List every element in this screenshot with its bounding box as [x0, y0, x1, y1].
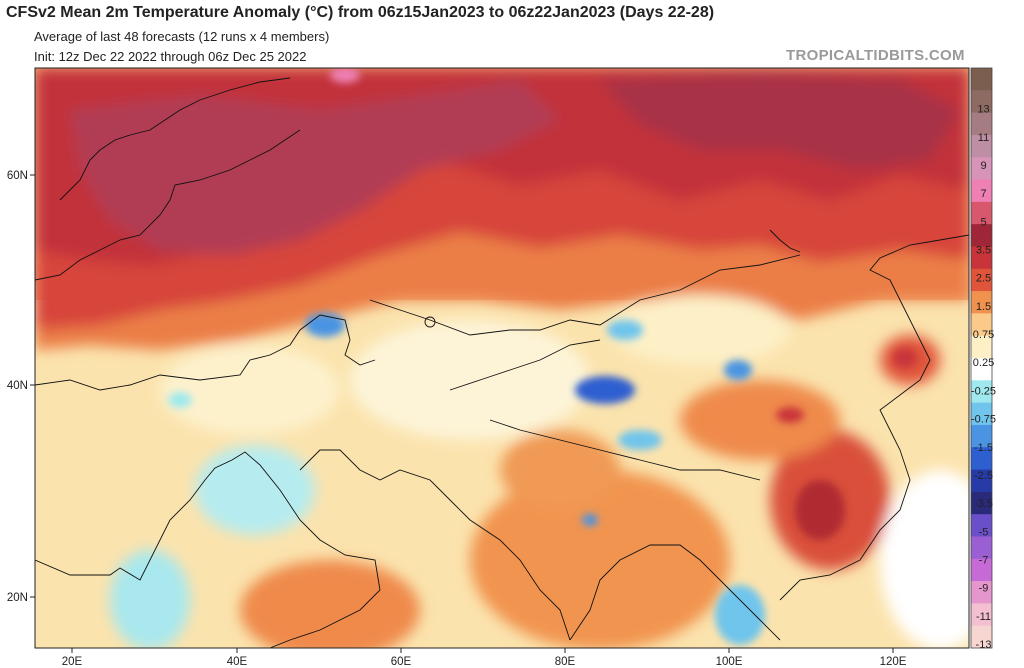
colorbar-swatch — [971, 402, 992, 426]
lon-label-40e: 40E — [227, 656, 248, 668]
colorbar-swatch — [971, 335, 992, 359]
colorbar-label: -3.5 — [974, 498, 993, 510]
colorbar-label: -5 — [979, 526, 989, 538]
lon-label-20e: 20E — [62, 656, 83, 668]
colorbar-label: 0.25 — [973, 357, 994, 369]
colorbar-swatch — [971, 491, 992, 515]
chart-title: CFSv2 Mean 2m Temperature Anomaly (°C) f… — [6, 4, 715, 21]
colorbar-swatch — [971, 291, 992, 314]
colorbar-label: -0.75 — [971, 414, 996, 426]
colorbar-label: 7 — [980, 188, 986, 200]
colorbar-label: -7 — [979, 554, 989, 566]
colorbar-swatch — [971, 424, 992, 448]
lon-label-60e: 60E — [391, 656, 412, 668]
brand-watermark[interactable]: TROPICALTIDBITS.COM — [786, 47, 965, 64]
colorbar-swatch — [971, 514, 992, 537]
colorbar-label: 3.5 — [976, 245, 991, 257]
colorbar-label: 9 — [980, 160, 986, 172]
colorbar-label: -11 — [976, 611, 991, 623]
lat-label-40n: 40N — [7, 380, 28, 392]
colorbar-label: 1.5 — [976, 301, 991, 313]
colorbar-swatch — [971, 447, 992, 471]
colorbar-swatch — [971, 68, 992, 91]
colorbar-swatch — [971, 603, 992, 627]
temperature-anomaly-field — [35, 68, 969, 648]
lon-label-120e: 120E — [880, 656, 907, 668]
colorbar-swatch — [971, 134, 992, 158]
lon-label-80e: 80E — [555, 656, 576, 668]
colorbar-swatch — [971, 625, 992, 649]
colorbar-frame — [970, 67, 993, 649]
coastlines — [35, 77, 969, 648]
colorbar-swatch — [971, 90, 992, 114]
lat-label-20n: 20N — [7, 592, 28, 604]
colorbar-label: -13 — [976, 639, 992, 651]
lon-label-100e: 100E — [716, 656, 743, 668]
colorbar: 13 11 9 7 5 3.5 2.5 1.5 0.75 0.25 -0.25 -0.75 -1.5 -2… — [970, 67, 996, 651]
colorbar-label: -9 — [979, 583, 989, 595]
colorbar-swatch — [971, 112, 992, 136]
init-time-range: Init: 12z Dec 22 2022 through 06z Dec 25… — [34, 49, 307, 64]
colorbar-swatch — [971, 157, 992, 181]
colorbar-swatch — [971, 246, 992, 270]
lat-label-60n: 60N — [7, 170, 28, 182]
colorbar-label: -0.25 — [971, 385, 996, 397]
colorbar-swatch — [971, 224, 992, 247]
colorbar-swatch — [971, 201, 992, 225]
latitude-axis: 60N 40N 20N — [7, 170, 35, 604]
colorbar-swatch — [971, 581, 992, 604]
forecast-description: Average of last 48 forecasts (12 runs x … — [34, 29, 330, 44]
colorbar-label: 11 — [978, 132, 989, 144]
colorbar-label: 2.5 — [976, 273, 991, 285]
colorbar-label: 13 — [977, 104, 989, 116]
colorbar-label: -2.5 — [974, 470, 993, 482]
colorbar-swatch — [971, 179, 992, 203]
colorbar-swatch — [971, 558, 992, 582]
colorbar-swatch — [971, 313, 992, 337]
colorbar-swatch — [971, 358, 992, 381]
colorbar-swatch — [971, 536, 992, 560]
colorbar-label: -1.5 — [974, 442, 993, 454]
colorbar-swatch — [971, 380, 992, 404]
colorbar-swatch — [971, 268, 992, 292]
colorbar-label: 0.75 — [973, 329, 994, 341]
colorbar-label: 5 — [980, 216, 986, 228]
longitude-axis: 20E 40E 60E 80E 100E 120E — [62, 648, 907, 668]
colorbar-swatch — [971, 469, 992, 493]
